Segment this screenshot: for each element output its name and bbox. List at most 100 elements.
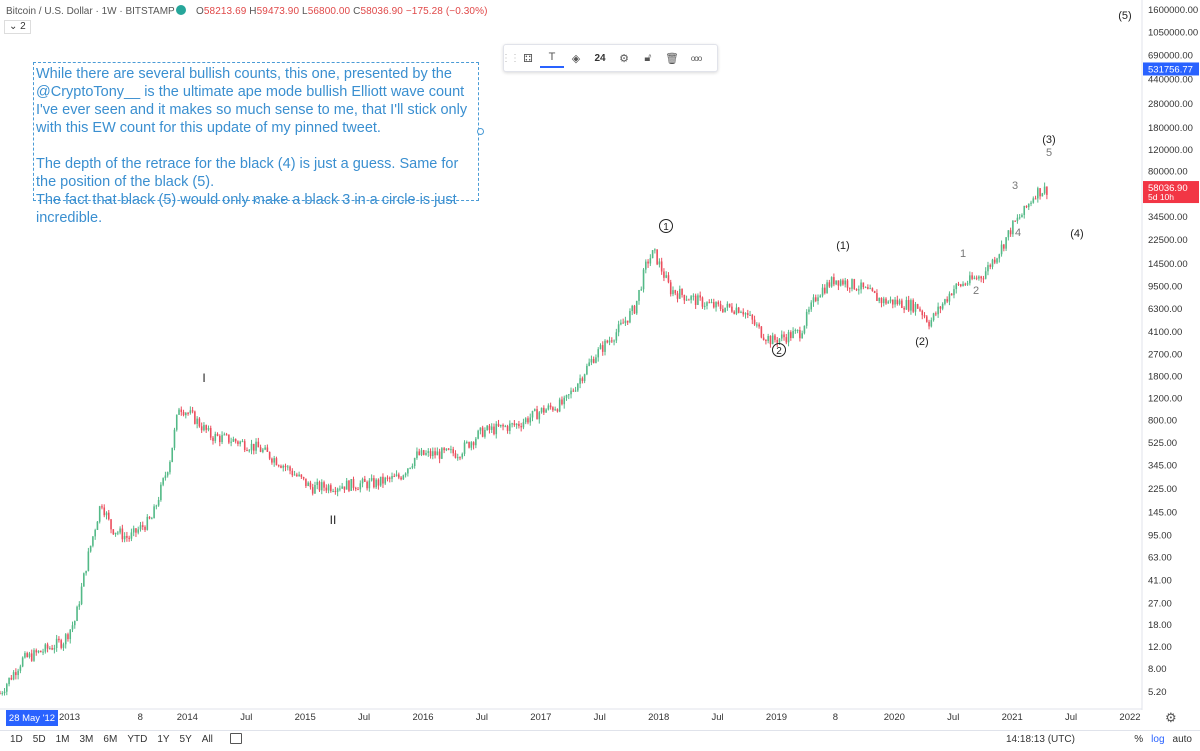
x-tick-label: 8 — [138, 712, 143, 723]
candle-body — [205, 425, 208, 430]
more-icon[interactable]: ooo — [690, 53, 702, 63]
wave-label: (3) — [1042, 134, 1055, 146]
candle-body — [674, 290, 677, 294]
range-button-3m[interactable]: 3M — [79, 734, 94, 745]
candle-body — [656, 249, 658, 265]
candle-body — [234, 439, 237, 442]
wave-label: 3 — [1012, 180, 1018, 192]
candle-body — [0, 693, 1, 695]
candle-body — [814, 297, 817, 302]
candle-body — [305, 478, 307, 487]
candle-body — [1018, 217, 1021, 219]
candle-body — [690, 296, 692, 300]
time-axis[interactable]: 2013 8 2014 Jul 2015 Jul 2016 Jul 2017 Jul 2018 Jul… — [6, 710, 1141, 726]
candle-body — [28, 653, 31, 658]
price-tag-value: 58036.90 — [1148, 183, 1188, 194]
candle-body — [357, 489, 359, 491]
candle-body — [422, 450, 425, 455]
candle-body — [513, 423, 516, 426]
text-color-icon[interactable]: T — [540, 48, 564, 68]
candle-body — [885, 298, 887, 304]
annotation-bottom-handle[interactable] — [255, 198, 260, 203]
candle-body — [509, 423, 511, 431]
candle-body — [540, 407, 543, 413]
candle-body — [946, 299, 948, 302]
candle-body — [1000, 244, 1003, 255]
range-button-all[interactable]: All — [201, 734, 213, 745]
lock-icon[interactable]: 🔓︎ — [644, 51, 652, 64]
y-tick-label: 18.00 — [1148, 620, 1172, 631]
candle-body — [3, 691, 6, 693]
range-button-6m[interactable]: 6M — [103, 734, 118, 745]
candle-body — [1027, 203, 1030, 208]
candle-body — [935, 313, 937, 315]
candle-body — [533, 409, 536, 411]
candle-body — [19, 666, 22, 671]
candle-body — [502, 424, 504, 427]
x-tick-label: 2020 — [884, 712, 905, 723]
candle-body — [443, 448, 445, 451]
range-button-5y[interactable]: 5Y — [179, 734, 192, 745]
candle-body — [289, 466, 291, 471]
symbol-title[interactable]: Bitcoin / U.S. Dollar · 1W · BITSTAMP — [6, 6, 175, 17]
price-axis[interactable]: 1600000.00 1050000.00 690000.00 440000.00 28… — [1143, 5, 1199, 725]
candle-body — [925, 316, 928, 322]
font-size-button[interactable]: 24 — [594, 52, 606, 64]
candle-body — [456, 457, 459, 459]
candle-body — [878, 297, 881, 301]
drag-handle-icon[interactable]: ⋮⋮ — [501, 52, 520, 64]
settings-icon[interactable]: ⚙ — [619, 52, 629, 65]
candle-body — [463, 442, 466, 454]
auto-toggle[interactable]: auto — [1172, 734, 1192, 745]
candle-body — [139, 525, 142, 530]
candle-body — [529, 417, 532, 423]
candle-body — [375, 479, 377, 488]
percent-toggle[interactable]: % — [1134, 734, 1144, 745]
eye-icon[interactable] — [176, 5, 186, 15]
log-toggle[interactable]: log — [1151, 734, 1165, 745]
candle-body — [221, 435, 223, 443]
candle-body — [241, 441, 244, 443]
template-icon[interactable]: ⚃ — [523, 52, 533, 65]
candle-body — [413, 458, 416, 466]
candle-body — [114, 532, 117, 535]
range-button-5d[interactable]: 5D — [32, 734, 46, 745]
y-tick-label: 80000.00 — [1148, 167, 1188, 178]
candle-body — [148, 516, 151, 519]
indicators-collapse-button[interactable]: ⌄ 2 — [4, 20, 31, 34]
candle-body — [819, 295, 822, 298]
range-button-ytd[interactable]: YTD — [127, 734, 148, 745]
range-button-1d[interactable]: 1D — [10, 734, 23, 745]
fill-color-icon[interactable]: ◈ — [571, 52, 581, 65]
candle-body — [1025, 205, 1028, 208]
annotation-resize-handle[interactable] — [477, 128, 484, 135]
candle-body — [858, 289, 860, 291]
candle-body — [645, 261, 647, 270]
calendar-icon[interactable] — [229, 733, 242, 744]
candle-body — [796, 330, 799, 332]
range-button-1m[interactable]: 1M — [55, 734, 70, 745]
candle-body — [182, 412, 185, 416]
candle-body — [563, 397, 566, 405]
candle-body — [432, 451, 434, 457]
range-button-1y[interactable]: 1Y — [157, 734, 170, 745]
text-annotation[interactable]: While there are several bullish counts, … — [33, 62, 479, 226]
trash-icon[interactable]: 🗑︎ — [665, 52, 679, 65]
candle-body — [774, 335, 776, 340]
candle-body — [767, 335, 769, 342]
candle-body — [937, 306, 939, 315]
candle-body — [8, 677, 10, 685]
candle-body — [647, 261, 649, 264]
clock-readout[interactable]: 14:18:13 (UTC) — [1006, 734, 1075, 745]
candle-body — [783, 334, 785, 338]
y-tick-label: 440000.00 — [1148, 75, 1193, 86]
candle-body — [873, 291, 876, 293]
wave-label: (5) — [1118, 10, 1131, 22]
axis-settings-icon: ⚙ — [1165, 710, 1177, 725]
candle-body — [746, 313, 749, 315]
candle-body — [257, 441, 260, 448]
x-tick-label: Jul — [947, 712, 959, 723]
candle-body — [379, 476, 382, 486]
candle-body — [552, 407, 554, 411]
